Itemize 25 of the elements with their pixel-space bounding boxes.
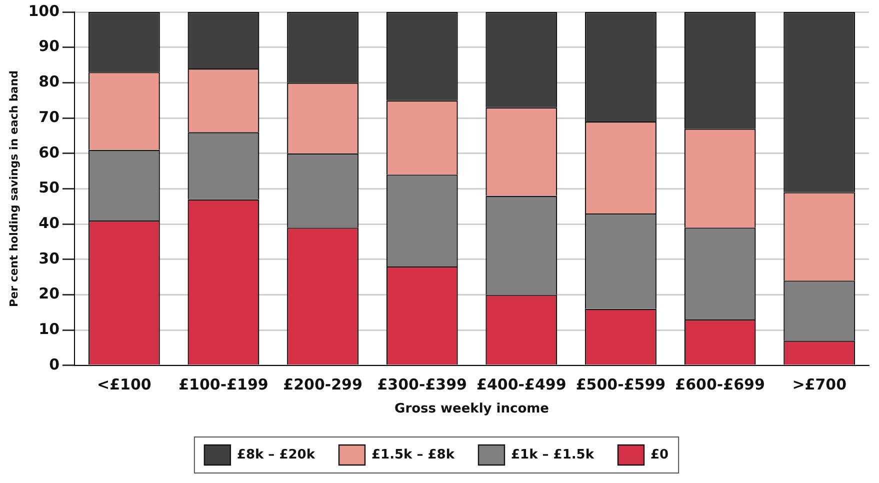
y-tick-label: 20: [38, 284, 60, 303]
y-tick-label: 80: [38, 72, 60, 91]
legend-label: £1k – £1.5k: [510, 447, 594, 462]
y-tick-label: 40: [38, 214, 60, 232]
y-tick-label: 100: [28, 2, 60, 20]
x-tick-label: £600-£699: [675, 375, 765, 394]
legend-label: £8k – £20k: [236, 447, 316, 462]
y-tick-label: 90: [38, 37, 60, 56]
x-tick-label: £300-£399: [377, 375, 467, 394]
y-tick-label: 10: [38, 320, 60, 338]
legend-label: £0: [650, 447, 669, 462]
y-tick-label: 30: [38, 249, 60, 268]
x-tick-label: <£100: [97, 375, 152, 394]
y-tick-label: 70: [38, 108, 60, 126]
legend-label: £1.5k – £8k: [371, 447, 455, 462]
x-tick-label: £200-299: [283, 375, 362, 394]
y-tick-label: 0: [49, 355, 60, 374]
y-tick-label: 50: [38, 178, 60, 197]
y-tick-label: 60: [38, 143, 60, 162]
x-tick-label: >£700: [792, 375, 847, 394]
y-axis-title: Per cent holding savings in each band: [7, 70, 20, 307]
x-tick-label: £500-£599: [576, 375, 666, 394]
x-axis-title: Gross weekly income: [394, 402, 550, 417]
x-tick-label: £100-£199: [178, 375, 268, 394]
x-tick-label: £400-£499: [476, 375, 566, 394]
